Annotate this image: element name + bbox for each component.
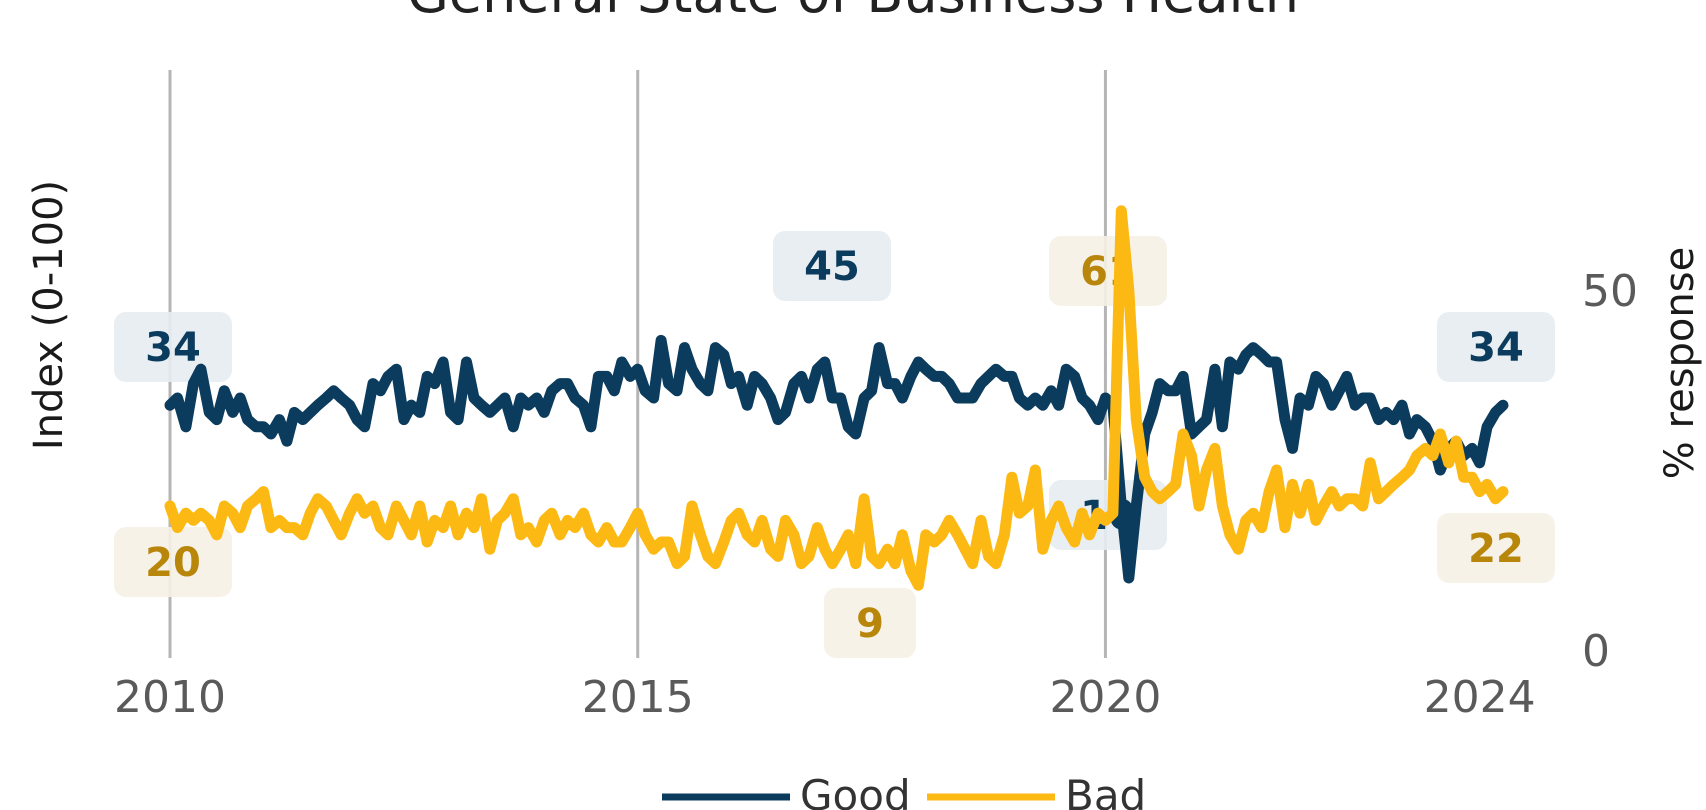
callout-box (1437, 312, 1555, 382)
callout-bad-7: 22 (1437, 513, 1555, 583)
series-line-bad (164, 205, 1509, 591)
y-tick-label-50: 50 (1582, 266, 1638, 317)
callout-value: 34 (145, 325, 201, 371)
callout-value: 22 (1468, 526, 1524, 572)
series-line-good (164, 334, 1509, 584)
left-y-axis-label: Index (0-100) (26, 180, 72, 450)
x-tick-label-2020: 2020 (1049, 672, 1161, 723)
callout-good-3: 34 (1437, 312, 1555, 382)
chart-title: General State of Business Health (407, 0, 1299, 25)
callout-bad-6: 61 (1049, 236, 1167, 306)
x-tick-label-2015: 2015 (582, 672, 694, 723)
legend-label-good: Good (800, 771, 911, 810)
x-axis-ticks: 2010 2015 2020 2024 (114, 672, 1536, 723)
callout-good-1: 45 (773, 231, 891, 301)
right-y-axis-label: % response (1657, 247, 1703, 479)
legend-label-bad: Bad (1065, 771, 1146, 810)
callout-box (1049, 236, 1167, 306)
callout-bad-5: 9 (824, 588, 916, 658)
callout-box (114, 527, 232, 597)
callout-box (824, 588, 916, 658)
x-tick-label-2024: 2024 (1424, 672, 1536, 723)
y-tick-label-0: 0 (1582, 626, 1610, 677)
callout-bad-4: 20 (114, 527, 232, 597)
callout-value: 45 (804, 244, 860, 290)
callout-value: 9 (856, 601, 884, 647)
right-y-axis-ticks: 0 50 (1582, 266, 1638, 677)
callout-value: 34 (1468, 325, 1524, 371)
callout-box (1437, 513, 1555, 583)
callout-box (773, 231, 891, 301)
x-tick-label-2010: 2010 (114, 672, 226, 723)
series-lines (164, 205, 1509, 591)
legend: Good Bad (662, 771, 1146, 810)
callout-good-0: 34 (114, 312, 232, 382)
callout-value: 20 (145, 540, 201, 586)
